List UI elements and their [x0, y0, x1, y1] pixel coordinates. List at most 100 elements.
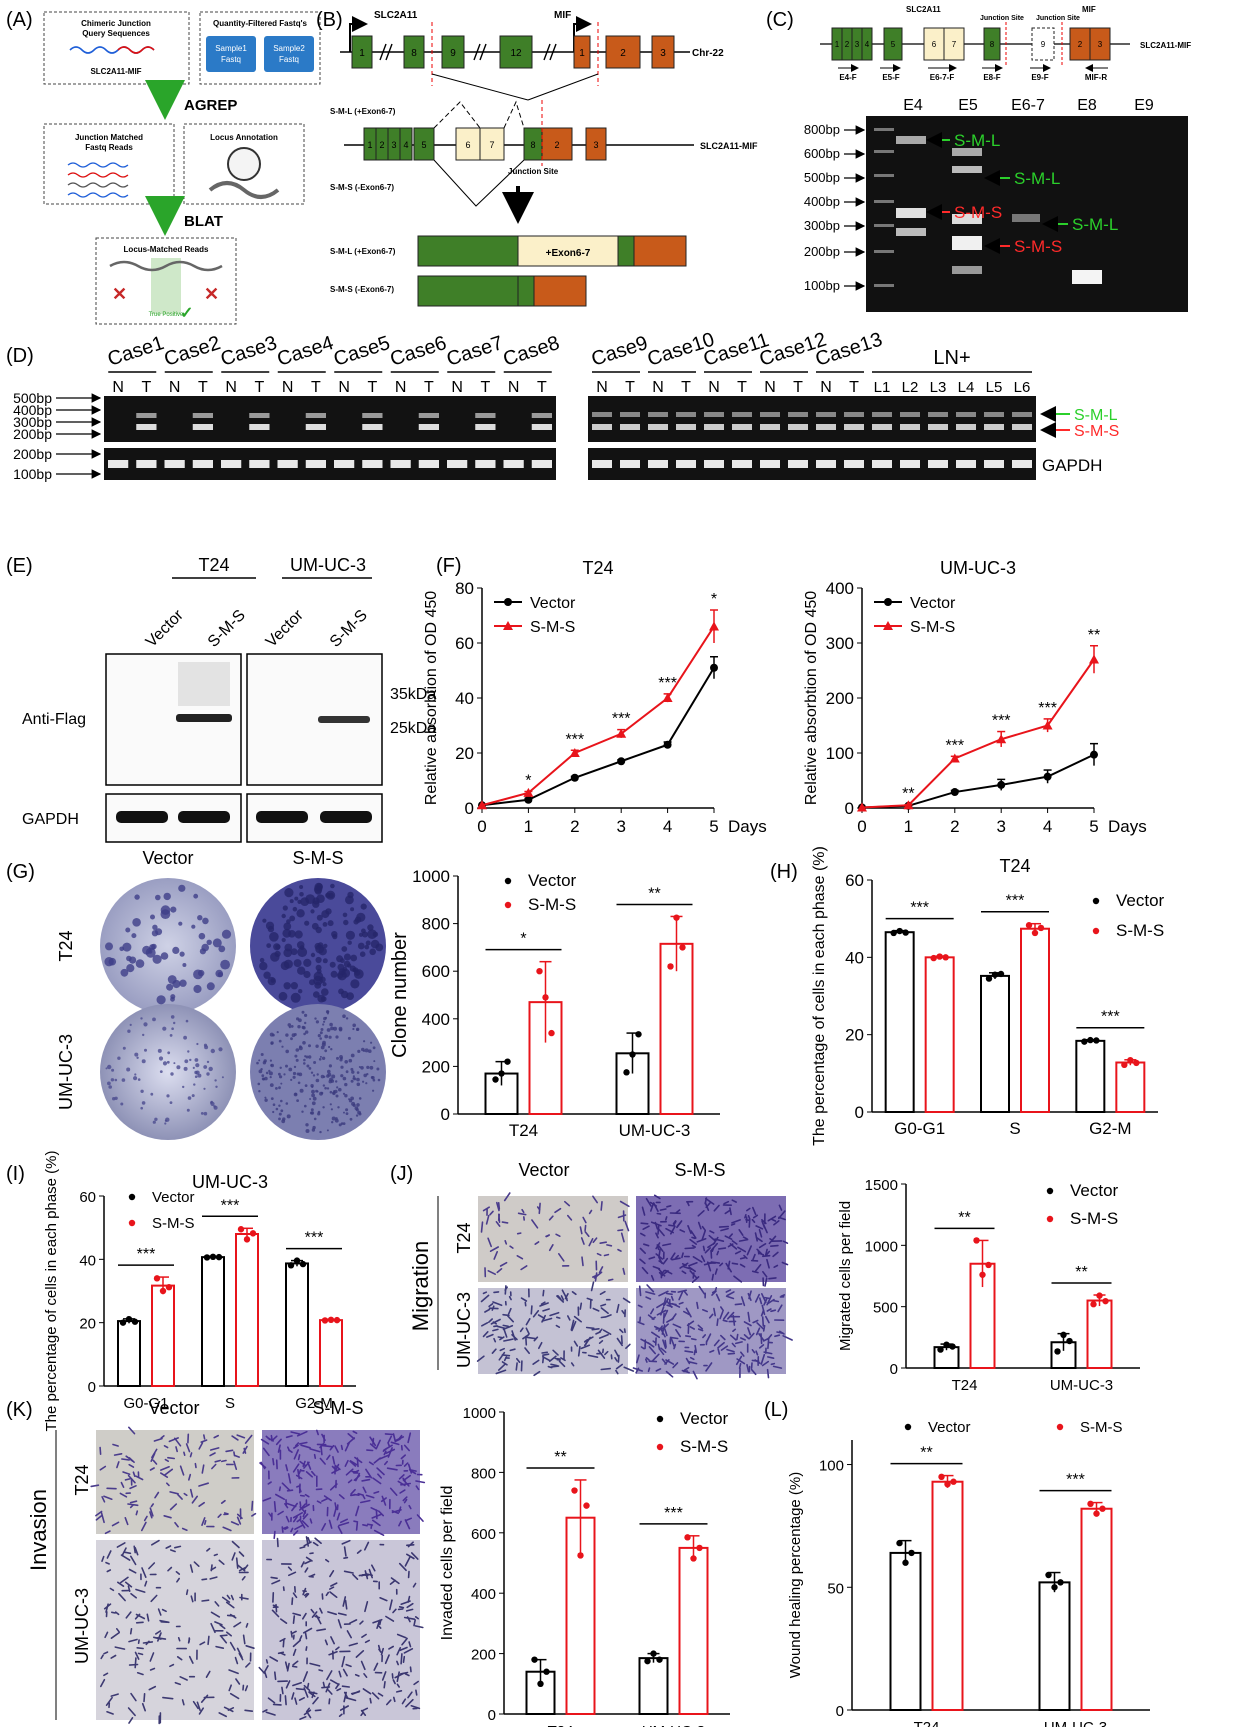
cell [218, 1712, 227, 1718]
band-gapdh [277, 460, 298, 468]
cell [769, 1244, 779, 1247]
colony [343, 1111, 345, 1114]
cell [100, 1654, 104, 1660]
x-tick-label: S [225, 1395, 235, 1412]
cell [90, 1484, 100, 1488]
cell [774, 1334, 781, 1338]
cell [394, 1438, 401, 1443]
cell [272, 1458, 275, 1466]
cell [327, 1611, 338, 1616]
case-label: Case7 [444, 332, 506, 371]
cell [739, 1337, 746, 1341]
cell [174, 1521, 179, 1528]
cell [498, 1351, 506, 1361]
cell [185, 1589, 189, 1596]
cell [305, 1646, 308, 1651]
colony [221, 929, 232, 939]
x-tick-label: UM-UC-3 [1050, 1377, 1113, 1394]
cell [521, 1208, 525, 1214]
junction-label-b: Junction Site [508, 167, 559, 176]
cell [338, 1494, 345, 1500]
y-tick-label: 1500 [865, 1177, 898, 1194]
cell [517, 1212, 527, 1216]
lane-t: T [367, 379, 377, 396]
j-col-vector: Vector [518, 1160, 569, 1180]
cell [136, 1672, 144, 1676]
cell [697, 1324, 704, 1330]
cell [501, 1221, 509, 1224]
cell [773, 1264, 779, 1268]
colony [357, 942, 365, 950]
cell [274, 1493, 286, 1500]
colony [310, 1084, 314, 1088]
data-point [524, 795, 533, 804]
cell [623, 1366, 635, 1372]
colony [306, 1064, 310, 1068]
cell [600, 1316, 607, 1319]
case-label: Case8 [500, 332, 562, 371]
cell [313, 1453, 317, 1459]
data-point [1042, 720, 1053, 730]
colony [189, 1058, 192, 1062]
cell [712, 1236, 719, 1245]
cell [662, 1339, 667, 1350]
legend-label: Vector [1116, 891, 1165, 910]
cell [303, 1687, 309, 1698]
cell [386, 1467, 398, 1471]
colony [156, 995, 166, 1005]
band-sms [648, 424, 668, 430]
case-label: Case1 [105, 332, 167, 371]
band-sml [956, 412, 976, 417]
cell [587, 1354, 599, 1358]
cell [181, 1527, 188, 1531]
colony [287, 1023, 292, 1027]
cell [726, 1291, 735, 1297]
colony [298, 989, 303, 994]
svg-text:3: 3 [660, 48, 666, 59]
cell [482, 1331, 489, 1338]
cell [209, 1452, 216, 1457]
cell [243, 1447, 247, 1454]
colony [176, 1065, 181, 1070]
cell [548, 1355, 557, 1363]
cell [281, 1526, 284, 1533]
cell [347, 1433, 355, 1440]
cell [617, 1214, 627, 1219]
colony [347, 1036, 351, 1040]
cell [300, 1561, 305, 1568]
cell [213, 1553, 218, 1557]
cell [142, 1641, 154, 1644]
svg-text:E9: E9 [1134, 97, 1154, 114]
colony [107, 1081, 111, 1086]
cell [621, 1310, 626, 1315]
gene-slc2a11-c: SLC2A11 [906, 5, 941, 14]
cell [706, 1261, 712, 1272]
colony [265, 921, 275, 930]
cell [696, 1238, 707, 1243]
colony [126, 964, 135, 973]
cell [767, 1298, 775, 1305]
cell [341, 1685, 351, 1688]
cell [665, 1370, 674, 1378]
y-axis-label: Clone number [389, 932, 411, 1058]
gel-d-top-0 [104, 396, 556, 442]
band-umuc3-sms [318, 716, 370, 723]
lane-n: N [508, 379, 520, 396]
fusion-label-c: SLC2A11-MIF [1140, 41, 1191, 50]
cell [413, 1680, 420, 1686]
cell [210, 1622, 216, 1634]
cell [281, 1686, 284, 1695]
colony [259, 957, 265, 963]
blot-lane-labels: Vector S-M-S Vector S-M-S [143, 606, 371, 651]
cell [336, 1688, 342, 1692]
cell [104, 1631, 109, 1639]
data-point [690, 1555, 697, 1562]
cell [493, 1325, 498, 1328]
colony [144, 1048, 147, 1052]
cell [647, 1314, 655, 1321]
colony [322, 958, 328, 964]
cell [242, 1634, 246, 1645]
cell [693, 1349, 696, 1356]
cell [319, 1607, 323, 1614]
colony [337, 973, 343, 979]
